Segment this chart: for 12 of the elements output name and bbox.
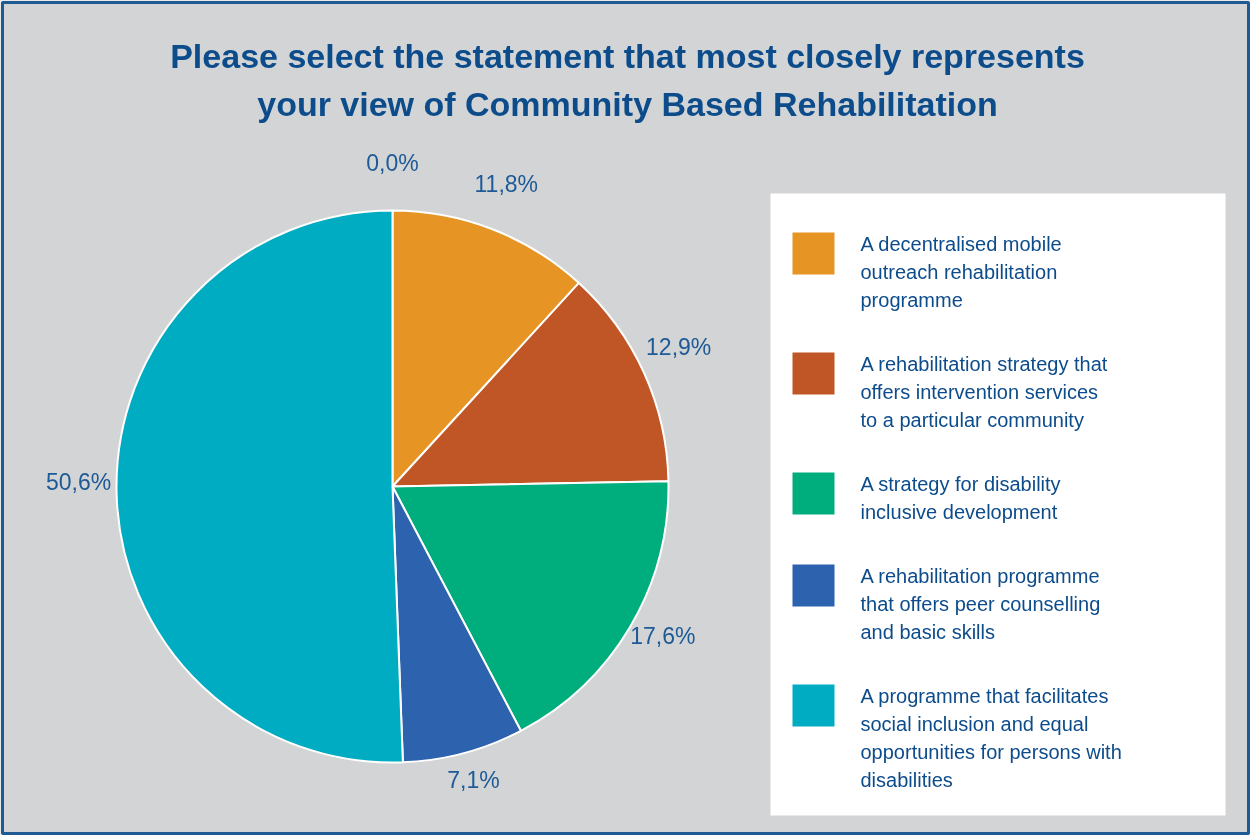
- legend-label: A rehabilitation programme that offers peer counselling and basic skills: [860, 564, 1101, 643]
- data-label: 50,6%: [45, 469, 112, 496]
- data-label: 12,9%: [646, 334, 712, 361]
- data-label: 11,8%: [474, 170, 539, 197]
- legend-label: A decentralised mobile outreach rehabilitation programme: [860, 232, 1062, 311]
- text: 0,0%: [366, 149, 419, 176]
- legend-label: A rehabilitation strategy that offers intervention services to a particular community: [860, 352, 1108, 431]
- chart-title: Please select the statement that most closely represents your view of Community Based Rehabilitation: [170, 36, 1085, 123]
- legend-label: A strategy for disability inclusive development: [860, 472, 1061, 523]
- data-label: 17,6%: [630, 623, 696, 650]
- legend-label: A programme that facilitates social inclusion and equal opportunities for persons with disabilities: [860, 684, 1122, 791]
- data-label: 7,1%: [447, 766, 500, 793]
